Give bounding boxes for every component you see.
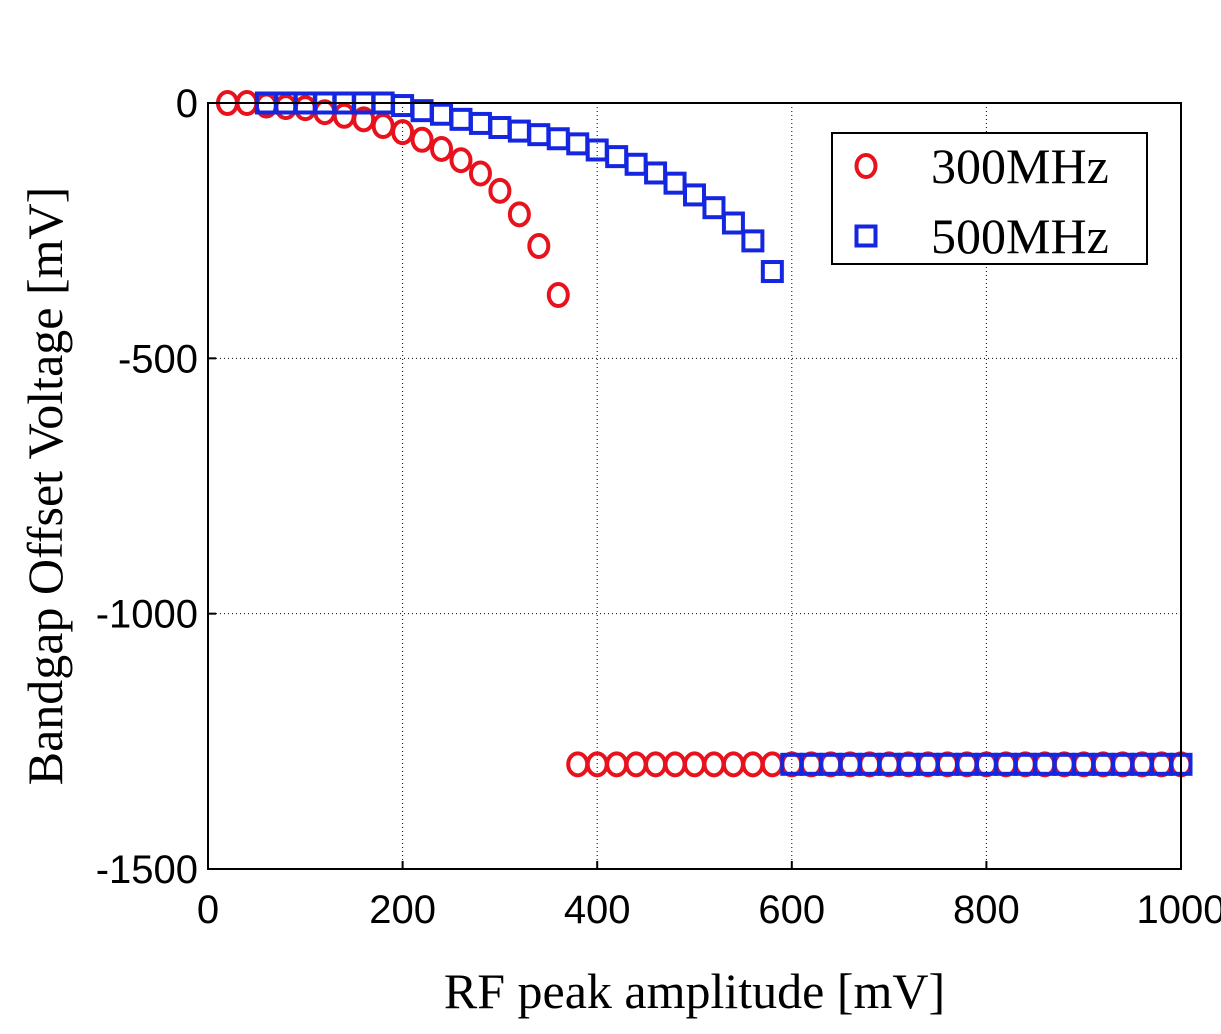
data-point [449,107,473,131]
legend: 300MHz 500MHz [831,132,1148,265]
data-point [391,94,415,118]
x-tick-label: 200 [369,888,436,932]
data-point [468,111,492,135]
axis-ticks: 0 200 400 600 800 1000 0 -500 -1000 -1500 [96,82,1221,932]
data-marks [215,90,1193,778]
data-point [702,751,726,778]
data-point [507,201,531,228]
data-point [352,106,376,133]
data-point [332,102,356,129]
data-point [741,751,765,778]
data-point [391,119,415,146]
data-point [702,196,726,220]
data-point [683,751,706,778]
legend-label-300mhz: 300MHz [931,138,1109,194]
data-point [585,751,609,778]
x-tick-label: 800 [953,888,1020,932]
data-point [624,152,648,176]
data-point [430,102,454,126]
data-point [644,161,668,185]
data-point [741,229,765,253]
legend-marker-symbol [854,224,878,248]
data-point [566,132,590,156]
data-point [507,119,531,143]
data-point [760,751,784,778]
series-500mhz [254,91,1193,776]
legend-box [831,132,1148,265]
data-point [663,751,687,778]
data-point [410,126,434,153]
data-point [449,147,473,174]
legend-label-500mhz: 500MHz [931,208,1109,264]
data-point [293,95,317,122]
data-point [546,282,570,309]
data-point [760,260,784,284]
data-point [468,160,492,187]
y-tick-label: -1000 [96,593,198,637]
y-tick-label: 0 [176,82,198,126]
data-point [721,211,745,235]
data-point [274,94,298,121]
legend-marker-symbol [854,153,878,179]
x-tick-label: 1000 [1137,888,1221,932]
data-point [546,127,570,151]
x-axis-label: RF peak amplitude [mV] [444,963,945,1019]
y-tick-label: -500 [118,337,198,381]
x-tick-label: 400 [564,888,631,932]
y-tick-label: -1500 [96,848,198,892]
data-point [527,123,551,147]
data-point [488,116,512,140]
y-axis-label: Bandgap Offset Voltage [mV] [17,187,73,786]
x-tick-label: 600 [758,888,825,932]
data-point [624,751,648,778]
data-point [605,145,629,169]
data-point [663,171,687,195]
legend-marker-300mhz [854,153,878,179]
data-point [644,751,668,778]
x-tick-label: 0 [197,888,219,932]
legend-marker-500mhz [854,224,878,248]
data-point [371,112,395,139]
data-point [488,177,512,204]
data-point [566,751,590,778]
data-point [430,135,454,162]
data-point [605,751,629,778]
data-point [683,183,706,207]
data-point [527,232,551,259]
data-point [721,751,745,778]
plot-frame [207,102,1182,870]
data-point [410,99,434,123]
